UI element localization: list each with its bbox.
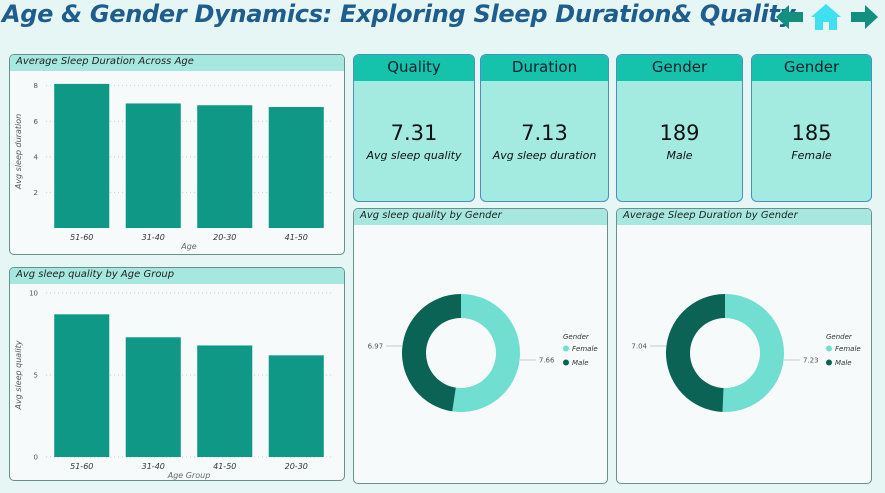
arrow-right-icon[interactable] [850,2,878,32]
y-tick-label: 5 [34,372,38,380]
chart-title: Average Sleep Duration Across Age [10,55,344,71]
card-title: Duration [481,55,608,81]
legend-title: Gender [563,333,590,341]
x-tick-label: 20-30 [285,462,308,471]
data-label: 7.23 [803,357,819,365]
nav-buttons [776,2,880,34]
card-label: Avg sleep duration [492,149,597,162]
bar-chart-sleep-quality: 0 5 10 51-60 31-40 41-50 20-30 Age Group Avg sle… [14,290,332,480]
legend-label[interactable]: Female [835,345,861,353]
arrow-left-icon[interactable] [776,2,804,32]
legend-marker [826,359,832,366]
panel-sleep-quality-by-age: Avg sleep quality by Age Group 0 5 10 51-60… [9,267,345,481]
x-tick-label: 51-60 [70,233,93,242]
x-axis-label: Age Group [167,471,211,480]
x-axis-label: Age [180,242,197,251]
card-value: 7.13 [521,121,568,145]
donut-slice-female[interactable] [722,294,785,412]
card-label: Female [791,149,832,162]
legend-marker [826,345,832,352]
bar[interactable] [125,337,181,457]
y-tick-label: 6 [34,118,39,126]
card-value: 189 [659,121,700,145]
card-label: Avg sleep quality [366,149,462,162]
data-label: 7.66 [539,357,555,365]
legend-marker [563,359,569,366]
card-title: Quality [354,55,474,81]
home-icon[interactable] [810,2,842,32]
donut-chart-quality: 7.66 6.97 Gender Female Male [368,294,598,412]
donut-chart-duration: 7.23 7.04 Gender Female Male [631,294,861,412]
legend-label[interactable]: Male [835,359,852,367]
y-tick-label: 2 [34,189,38,197]
card-label: Male [666,149,693,162]
y-tick-label: 10 [29,290,38,298]
y-axis-label: Avg sleep duration [14,114,23,190]
x-tick-label: 20-30 [213,233,236,242]
bar[interactable] [268,355,324,457]
card-quality: Quality 7.31 Avg sleep quality [353,54,475,202]
x-tick-label: 31-40 [142,462,165,471]
bar[interactable] [268,107,324,228]
panel-sleep-duration-by-age: Average Sleep Duration Across Age 2 4 6 8 51… [9,54,345,255]
chart-title: Avg sleep quality by Gender [354,209,607,225]
card-title: Gender [752,55,871,81]
card-male: Gender 189 Male [616,54,743,202]
bar[interactable] [125,103,181,228]
donut-slice-female[interactable] [452,294,520,412]
legend-marker [563,345,569,352]
card-value: 7.31 [390,121,438,145]
panel-duration-by-gender: Average Sleep Duration by Gender 7.23 7.0… [616,208,872,484]
bar[interactable] [54,83,110,228]
card-female: Gender 185 Female [751,54,872,202]
donut-slice-male[interactable] [666,294,725,412]
bar[interactable] [54,314,110,457]
bar[interactable] [197,345,253,457]
card-value: 185 [791,121,832,145]
y-axis-label: Avg sleep quality [14,340,23,410]
legend-label[interactable]: Female [572,345,598,353]
bar[interactable] [197,105,253,228]
x-tick-label: 31-40 [142,233,165,242]
panel-quality-by-gender: Avg sleep quality by Gender 7.66 6.97 Gend… [353,208,608,484]
donut-slice-male[interactable] [401,294,461,412]
card-title: Gender [617,55,742,81]
page-title: Age & Gender Dynamics: Exploring Sleep D… [2,0,796,28]
legend-label[interactable]: Male [572,359,589,367]
x-tick-label: 41-50 [285,233,308,242]
bar-chart-sleep-duration: 2 4 6 8 51-60 31-40 20-30 41-50 Age Avg sleep dur… [14,82,332,251]
data-label: 6.97 [368,343,384,351]
card-duration: Duration 7.13 Avg sleep duration [480,54,609,202]
y-tick-label: 8 [34,82,38,90]
y-tick-label: 0 [34,454,38,462]
data-label: 7.04 [631,343,647,351]
chart-title: Average Sleep Duration by Gender [617,209,871,225]
x-tick-label: 41-50 [213,462,236,471]
x-tick-label: 51-60 [70,462,93,471]
legend-title: Gender [826,333,853,341]
y-tick-label: 4 [34,153,39,161]
chart-title: Avg sleep quality by Age Group [10,268,344,284]
